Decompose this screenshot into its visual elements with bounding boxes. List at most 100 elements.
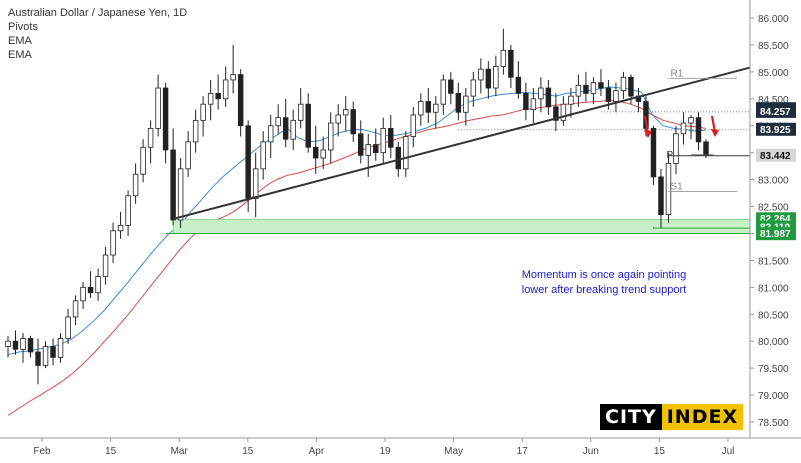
support-zone-layer [165,219,751,234]
price-label-text: 84.257 [760,107,791,118]
candle [132,163,139,204]
candle [125,190,131,237]
candle [343,96,349,132]
candle [523,82,529,121]
candle [260,131,266,180]
candle [320,136,326,169]
x-tick-label: 15 [242,446,254,457]
candle-bull [252,168,259,199]
price-label-bg [756,227,796,241]
candle [230,44,236,94]
candle [620,71,627,99]
y-tick-label: 82.500 [758,203,789,214]
candle-bull [418,101,424,116]
candle [35,338,41,385]
candle-bull [493,66,499,89]
candle [80,281,86,309]
candle-bull [140,146,146,175]
candle [170,128,176,226]
candle-bull [42,346,49,366]
candle-bull [222,79,229,100]
candle [192,109,199,153]
candle [290,109,296,150]
candle [350,101,356,142]
candle [650,125,657,185]
candle-bear [170,149,176,221]
candle [470,71,477,107]
y-tick-label: 78.500 [758,418,789,429]
candle-bear [312,146,319,159]
candle-bull [575,84,582,97]
candle-bear [598,82,604,89]
candle-bear [27,338,34,353]
candle-bull [590,82,597,94]
candle [560,96,567,126]
candle-bull [110,230,116,256]
candle [598,69,604,97]
y-tick-label: 86.000 [758,14,789,25]
candle-bull [207,93,214,105]
candle-bear [515,76,522,94]
candle-bear [523,93,529,110]
candle [275,104,281,134]
candle-bull [470,79,477,97]
candle [448,71,454,105]
y-tick-label: 81.000 [758,283,789,294]
candle-bull [185,141,191,170]
candle [665,152,672,223]
candle-bull [297,103,304,121]
price-label-text: 82.264 [760,214,791,225]
candle-bull [80,286,86,302]
price-label-bg [756,148,796,162]
candle [237,69,244,137]
candle-bear [658,176,664,216]
pivot-label: P [666,150,673,161]
candle [267,114,274,159]
candle-bear [605,87,612,102]
candle [613,82,619,113]
candle [553,93,559,132]
candle-bull [102,254,109,277]
candle [575,74,582,107]
down-arrow-1 [643,115,652,138]
candle-bear [485,68,492,89]
candle-bull [177,168,184,221]
x-tick-label: 19 [379,446,391,457]
candle-bear [425,101,432,113]
down-arrow-2 [710,115,719,137]
price-label: 83.442 [756,148,796,162]
candle-bear [628,76,634,97]
candle-bear [553,106,559,121]
candle [680,112,687,145]
y-tick-label: 85.000 [758,68,789,79]
candle [65,308,71,344]
price-label-text: 83.925 [760,125,791,136]
candle [455,82,462,121]
candle [335,104,341,137]
legend-pivots: Pivots [8,21,38,33]
y-tick-label: 85.500 [758,41,789,52]
candle [410,106,417,148]
candle-bear [395,146,402,170]
candle [425,88,432,124]
candle [95,268,101,301]
candle [658,168,664,229]
candle [155,74,161,137]
arrow-head [644,130,652,138]
candle [538,77,544,113]
candle-bear [643,101,649,129]
candle [583,71,589,102]
candle [485,61,492,99]
candle-bear [12,340,19,350]
candle [418,93,424,126]
candle-bear [455,93,462,113]
candle-bear [373,144,379,154]
annotation-line-2: lower after breaking trend support [521,284,687,296]
candle [185,131,191,177]
candle-bull [680,122,687,135]
candle [403,131,409,177]
candle-bull [72,300,79,318]
candle-bear [282,117,289,140]
candle-bull [20,338,26,350]
